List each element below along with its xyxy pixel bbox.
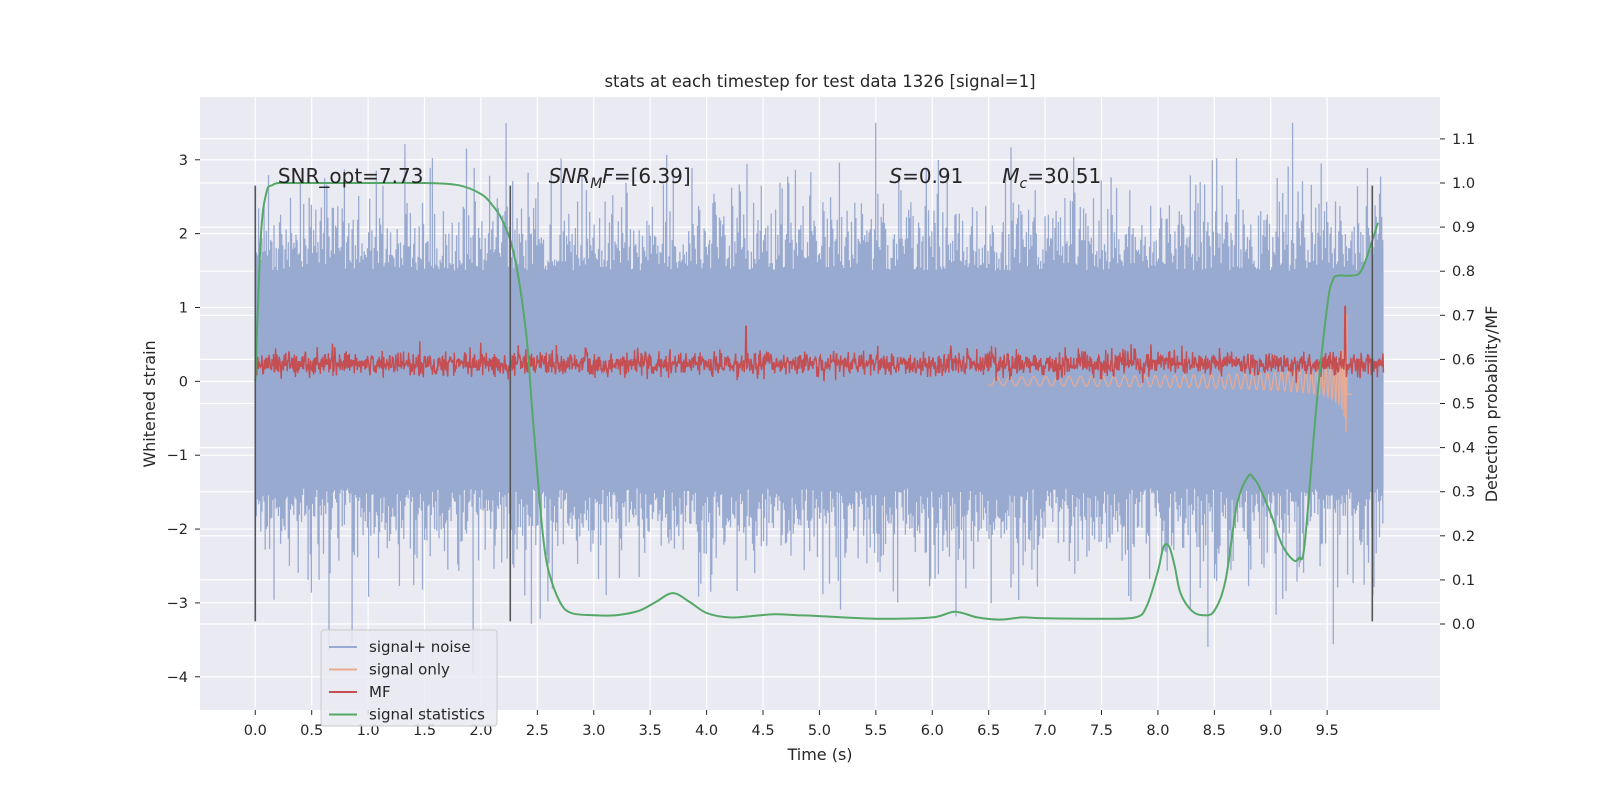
- y-tick-label-6: −3: [167, 596, 188, 612]
- x-tick-label-7: 3.5: [639, 723, 662, 739]
- x-tick-label-0: 0.0: [244, 723, 267, 739]
- annotation-2: S=0.91: [889, 164, 963, 188]
- x-tick-label-19: 9.5: [1316, 723, 1339, 739]
- x-tick-label-9: 4.5: [751, 723, 774, 739]
- y2-tick-label-7: 0.4: [1452, 441, 1475, 457]
- y2-tick-label-6: 0.5: [1452, 397, 1475, 413]
- x-tick-label-11: 5.5: [864, 723, 887, 739]
- y-tick-label-1: 2: [179, 227, 188, 243]
- y-tick-label-5: −2: [167, 522, 188, 538]
- x-tick-label-18: 9.0: [1259, 723, 1282, 739]
- series-mf: [254, 305, 1385, 384]
- annotation-3: Mc=30.51: [1002, 164, 1101, 192]
- mf-line: [254, 305, 1385, 384]
- x-tick-label-10: 5.0: [808, 723, 831, 739]
- axis-ticks: 0.0 0.5 1.0 1.5 2.0 2.5 3.0 3.5 4.0 4.5 5.0 5.5 6.0 6…: [167, 132, 1475, 739]
- x-tick-label-3: 1.5: [413, 723, 436, 739]
- y2-tick-label-2: 0.9: [1452, 220, 1475, 236]
- x-tick-label-4: 2.0: [469, 723, 492, 739]
- x-tick-label-13: 6.5: [977, 723, 1000, 739]
- x-tick-label-6: 3.0: [582, 723, 605, 739]
- y2-tick-label-11: 0.0: [1452, 617, 1475, 633]
- annotation-1: SNRMF=[6.39]: [549, 164, 691, 192]
- y-axis-label: Whitened strain: [140, 340, 159, 467]
- annotation-0: SNR_opt=7.73: [278, 164, 424, 188]
- x-tick-label-8: 4.0: [695, 723, 718, 739]
- y2-tick-label-0: 1.1: [1452, 132, 1475, 148]
- y2-tick-label-9: 0.2: [1452, 529, 1475, 545]
- x-tick-label-16: 8.0: [1146, 723, 1169, 739]
- x-tick-label-1: 0.5: [300, 723, 323, 739]
- vertical-markers: [254, 185, 1374, 622]
- x-tick-label-17: 8.5: [1203, 723, 1226, 739]
- y2-tick-label-5: 0.6: [1452, 352, 1475, 368]
- y-tick-label-4: −1: [167, 448, 188, 464]
- legend: signal+ noise signal only MF signal statist…: [320, 629, 498, 727]
- signal-only-line: [988, 313, 1352, 433]
- legend-label-0: signal+ noise: [369, 638, 471, 656]
- legend-label-1: signal only: [369, 661, 450, 679]
- legend-label-2: MF: [369, 683, 391, 701]
- x-tick-label-5: 2.5: [526, 723, 549, 739]
- x-axis-label: Time (s): [786, 745, 852, 764]
- y2-tick-label-1: 1.0: [1452, 176, 1475, 192]
- y-tick-label-0: 3: [179, 153, 188, 169]
- legend-box: [320, 629, 498, 727]
- x-tick-label-2: 1.0: [357, 723, 380, 739]
- x-tick-label-14: 7.0: [1034, 723, 1057, 739]
- signal-statistics-line: [254, 181, 1379, 621]
- y-tick-label-2: 1: [179, 300, 188, 316]
- y2-tick-label-4: 0.7: [1452, 308, 1475, 324]
- y2-axis-label: Detection probability/MF: [1482, 306, 1501, 503]
- x-tick-label-15: 7.5: [1090, 723, 1113, 739]
- y2-tick-label-3: 0.8: [1452, 264, 1475, 280]
- series-signal-statistics: [254, 181, 1379, 621]
- annotations: SNR_opt=7.73 SNRMF=[6.39] S=0.91 Mc=30.51: [278, 164, 1101, 192]
- y2-tick-label-8: 0.3: [1452, 485, 1475, 501]
- series-signal-only: [988, 251, 1352, 516]
- x-tick-label-12: 6.0: [921, 723, 944, 739]
- chart-title: stats at each timestep for test data 132…: [604, 72, 1035, 91]
- y-tick-label-7: −4: [167, 670, 188, 686]
- legend-label-3: signal statistics: [369, 706, 485, 724]
- signal-only-peak-1: [1344, 513, 1347, 516]
- signal-only-peak-0: [1344, 251, 1347, 253]
- y-tick-label-3: 0: [179, 374, 188, 390]
- y2-tick-label-10: 0.1: [1452, 573, 1475, 589]
